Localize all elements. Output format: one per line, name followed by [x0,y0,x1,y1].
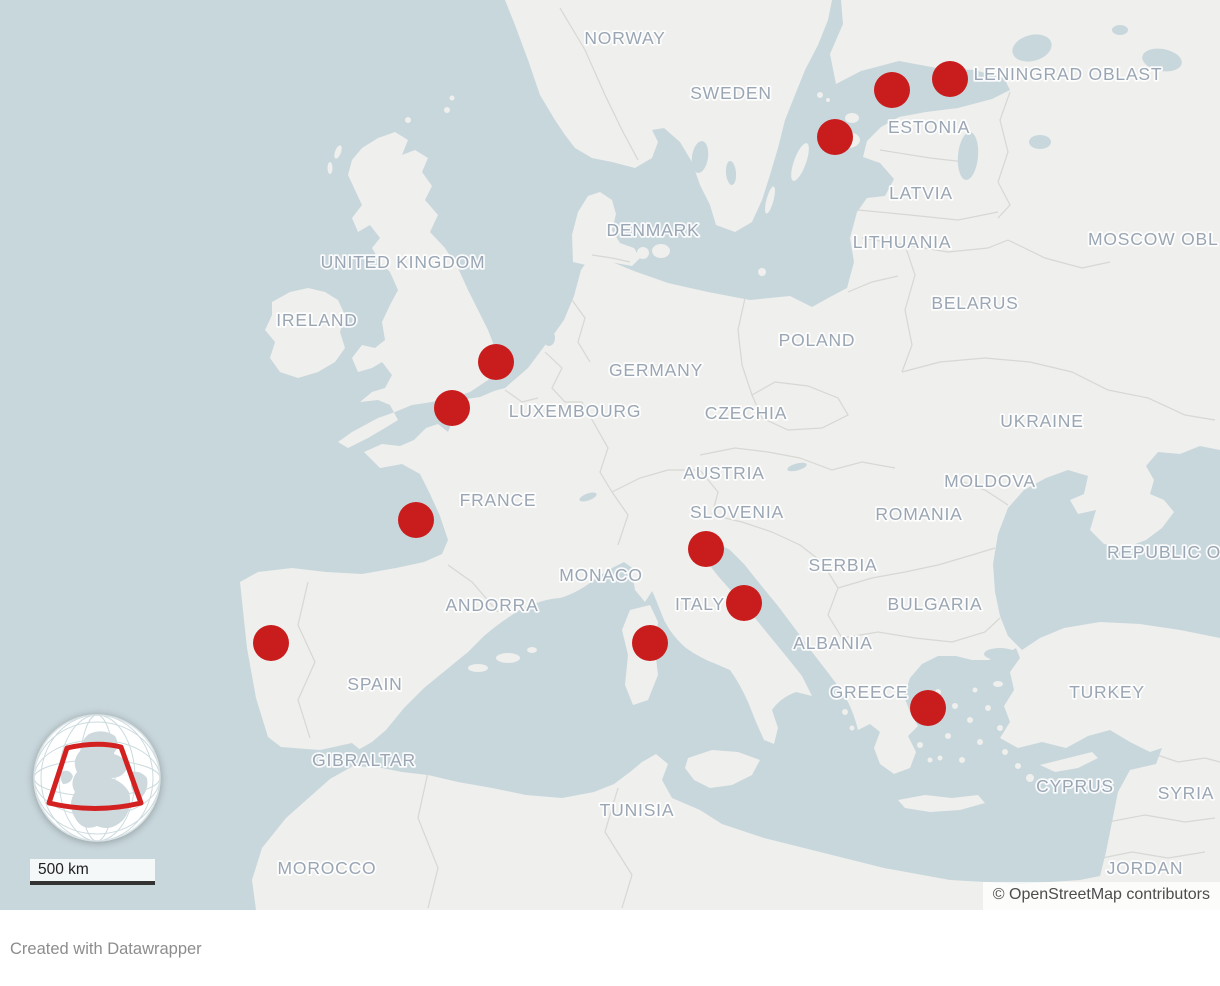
island-mallorca [496,653,520,663]
country-label-syria: SYRIA [1158,783,1215,803]
island [652,244,670,258]
country-label-leningrad-oblast: LENINGRAD OBLAST [974,64,1163,84]
country-label-albania: ALBANIA [793,633,873,653]
lake [1142,48,1182,72]
country-label-denmark: DENMARK [606,220,699,240]
map-marker[interactable] [874,72,910,108]
scandinavia-landmass [505,0,832,232]
island [637,247,649,259]
country-label-jordan: JORDAN [1107,858,1184,878]
country-label-latvia: LATVIA [889,183,953,203]
lake [543,330,555,346]
island [468,664,488,672]
europe-map-svg: NORWAY SWEDEN LENINGRAD OBLAST ESTONIA LATVI… [240,0,1220,910]
island [817,92,823,98]
country-label-monaco: MONACO [559,565,643,585]
country-label-andorra: ANDORRA [445,595,538,615]
lake [691,141,709,173]
country-label-turkey: TURKEY [1069,682,1145,702]
country-label-ireland: IRELAND [276,310,357,330]
lake [579,492,597,502]
country-label-ukraine: UKRAINE [1000,411,1083,431]
country-label-slovenia: SLOVENIA [690,502,784,522]
island-sicily [685,750,760,788]
denmark-landmass [572,192,640,266]
map-marker[interactable] [688,531,724,567]
country-label-spain: SPAIN [347,674,402,694]
country-label-sweden: SWEDEN [690,83,772,103]
map-markers-layer [253,61,968,726]
country-label-germany: GERMANY [609,360,703,380]
country-label-republic-o: REPUBLIC O [1107,542,1220,562]
scale-bar-label: 500 km [38,861,89,878]
country-label-belarus: BELARUS [931,293,1018,313]
country-label-tunisia: TUNISIA [600,800,675,820]
map-container: NORWAY SWEDEN LENINGRAD OBLAST ESTONIA LATVI… [0,0,1220,910]
country-label-italy: ITALY [675,594,725,614]
island [826,98,830,102]
country-label-moldova: MOLDOVA [944,471,1036,491]
lake [957,132,979,180]
country-label-bulgaria: BULGARIA [888,594,983,614]
country-borders [297,7,1220,909]
island-cyprus [1040,752,1098,772]
lake [1112,25,1128,35]
map-marker[interactable] [253,625,289,661]
country-label-czechia: CZECHIA [705,403,787,423]
map-marker[interactable] [632,625,668,661]
map-marker[interactable] [478,344,514,380]
island [758,268,766,276]
map-marker[interactable] [726,585,762,621]
island-crete [898,795,985,812]
great-britain-landmass [338,132,508,448]
lake [725,161,737,185]
globe-locator [33,714,161,842]
black-sea [993,446,1220,650]
map-marker[interactable] [932,61,968,97]
osm-attribution[interactable]: © OpenStreetMap contributors [982,882,1220,910]
lake [787,462,807,472]
map-marker[interactable] [398,502,434,538]
sea-of-marmara [984,648,1016,660]
island-gotland [791,143,809,181]
island [527,647,537,653]
map-marker[interactable] [910,690,946,726]
country-label-united-kingdom: UNITED KINGDOM [321,252,486,272]
island-corsica [632,552,658,602]
country-label-morocco: MOROCCO [278,858,377,878]
island [765,186,775,214]
country-label-austria: AUSTRIA [683,463,764,483]
country-label-moscow-obl: MOSCOW OBL [1088,229,1219,249]
globe-landmass [60,731,148,828]
country-label-gibraltar: GIBRALTAR [312,750,416,770]
scale-bar: 500 km [30,859,155,885]
country-label-estonia: ESTONIA [888,117,970,137]
ireland-landmass [265,288,345,378]
country-label-france: FRANCE [460,490,537,510]
country-label-poland: POLAND [779,330,856,350]
country-label-norway: NORWAY [584,28,665,48]
map-marker[interactable] [434,390,470,426]
map-extent-indicator [46,741,144,811]
map-marker[interactable] [817,119,853,155]
country-label-serbia: SERBIA [809,555,878,575]
country-label-romania: ROMANIA [875,504,962,524]
country-label-lithuania: LITHUANIA [853,232,952,252]
country-label-luxembourg: LUXEMBOURG [509,401,641,421]
datawrapper-credit[interactable]: Created with Datawrapper [10,940,202,958]
lake [1012,34,1052,62]
country-label-greece: GREECE [830,682,909,702]
lake [1029,135,1051,149]
island [845,113,859,123]
country-label-cyprus: CYPRUS [1036,776,1114,796]
footer: Created with Datawrapper [0,910,1220,986]
country-labels-layer: NORWAY SWEDEN LENINGRAD OBLAST ESTONIA LATVI… [275,26,1220,880]
